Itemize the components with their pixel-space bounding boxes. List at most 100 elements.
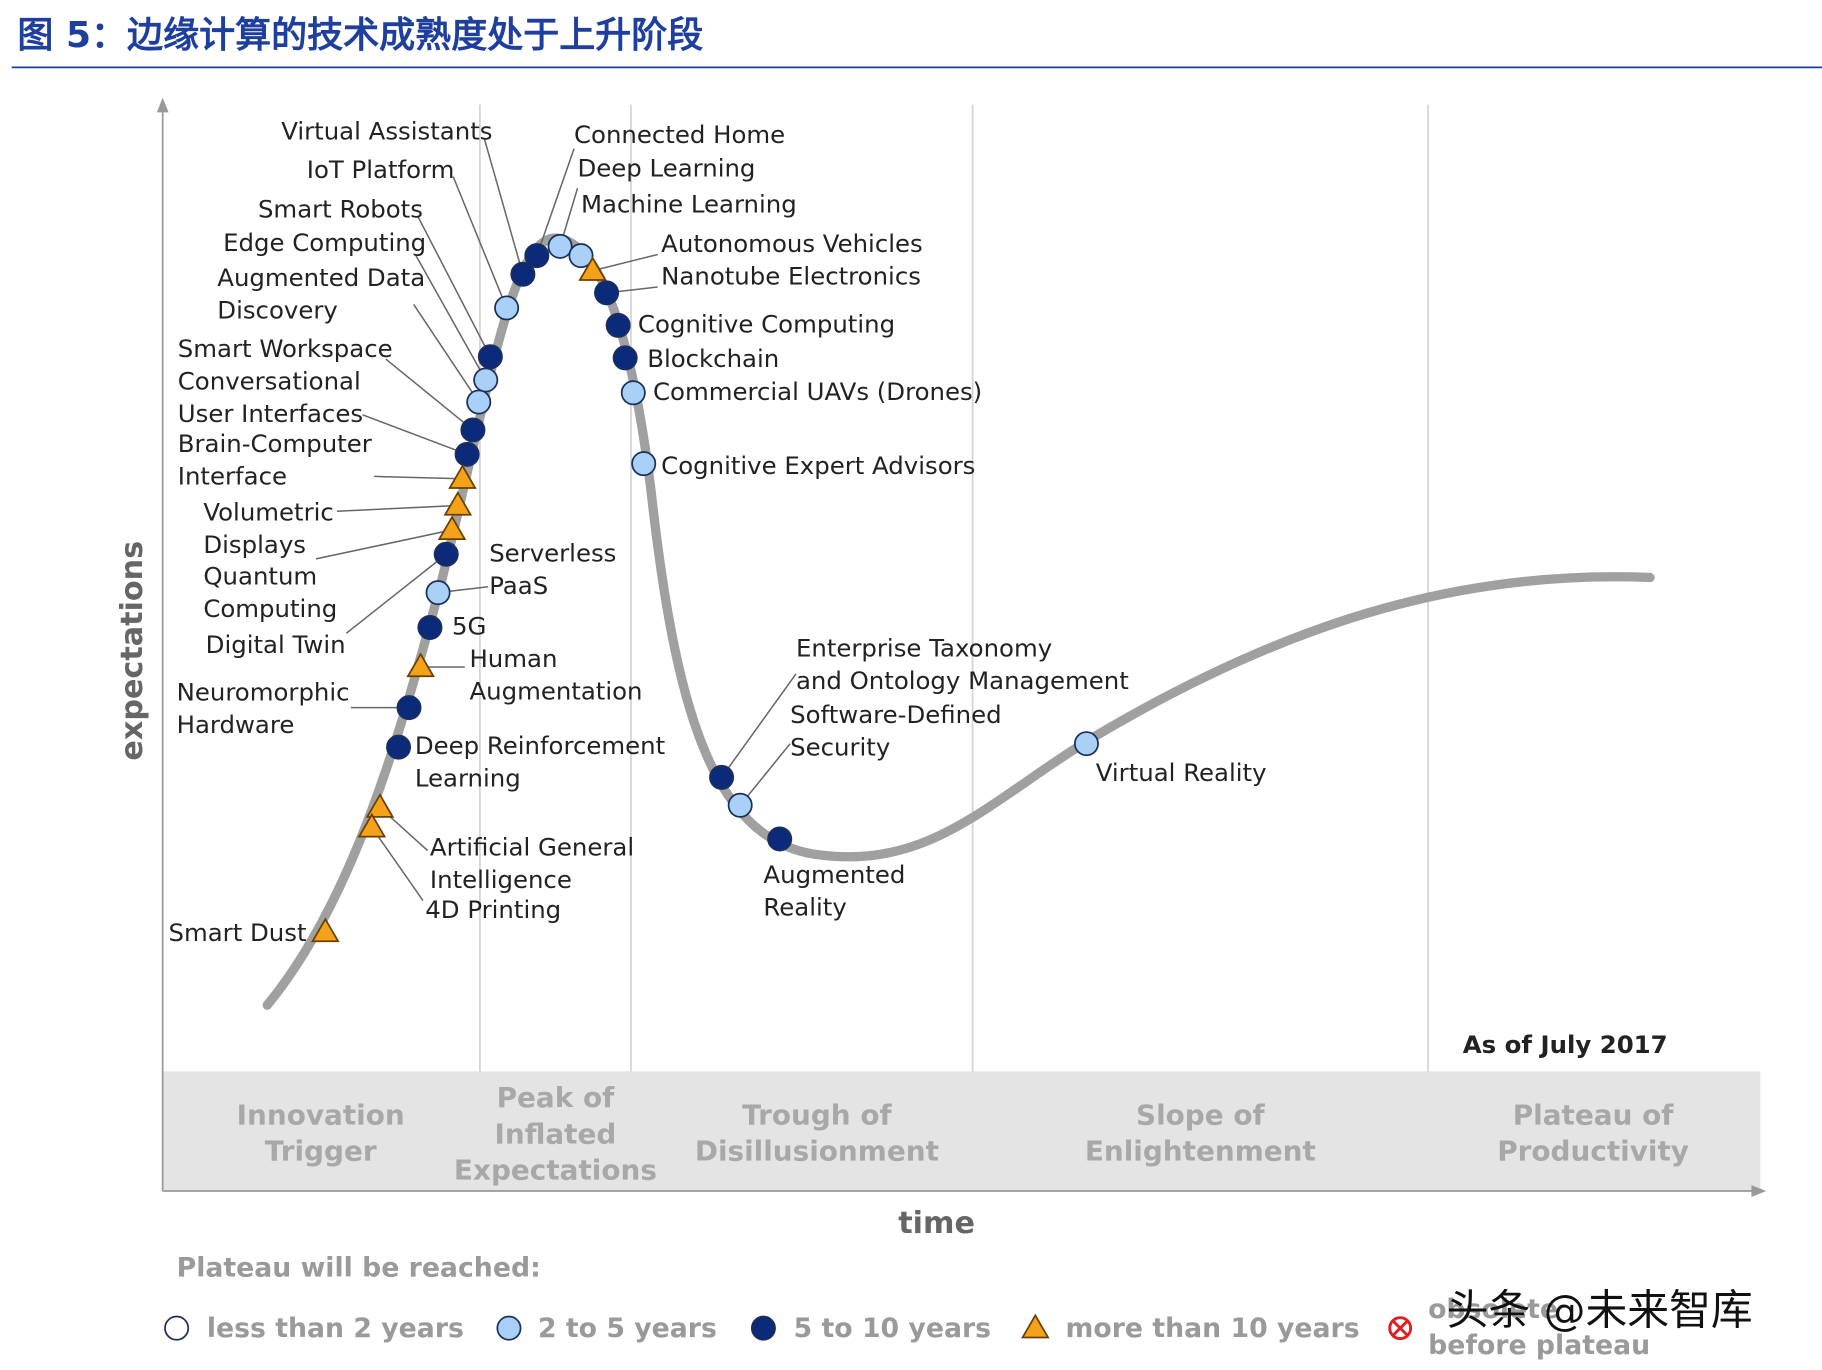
item-label: Conversational (178, 366, 361, 395)
marker-triangle (578, 256, 607, 281)
leader-line (385, 358, 474, 431)
leader-line (415, 255, 487, 381)
item-label: 4D Printing (425, 895, 561, 924)
item-label: Connected Home (574, 120, 785, 149)
phase-label: Productivity (1497, 1135, 1689, 1168)
leader-line (315, 529, 453, 560)
leader-line (483, 139, 524, 275)
item-label: Quantum (203, 562, 317, 591)
item-label: Cognitive Expert Advisors (661, 451, 975, 480)
marker-triangle (443, 490, 473, 516)
marker-dark (750, 1315, 776, 1341)
legend-title: Plateau will be reached: (177, 1252, 541, 1283)
marker-dark (460, 417, 486, 443)
leader-line (417, 216, 492, 358)
marker-triangle (365, 793, 395, 818)
date-note: As of July 2017 (1463, 1030, 1668, 1059)
item-label: Blockchain (647, 344, 779, 373)
item-label: Augmentation (469, 677, 642, 706)
item-label: Neuromorphic (177, 678, 350, 707)
marker-dark (417, 614, 443, 640)
marker-dark (524, 243, 550, 269)
item-label: Interface (178, 462, 287, 491)
item-label: Software-Defined (790, 700, 1001, 729)
leader-line (345, 553, 447, 634)
leader-line (362, 414, 468, 456)
phase-band (162, 1071, 1761, 1192)
legend-label: before plateau (1428, 1330, 1650, 1361)
item-label: Volumetric (203, 498, 333, 527)
phase-label: Disillusionment (695, 1135, 939, 1168)
marker-light (547, 233, 573, 259)
marker-obsolete (1388, 1316, 1413, 1341)
legend-label: 5 to 10 years (794, 1313, 991, 1344)
item-label: Machine Learning (581, 190, 797, 219)
marker-triangle (311, 917, 340, 943)
marker-dark (612, 345, 638, 371)
item-label: Smart Dust (168, 918, 306, 947)
marker-light (494, 295, 520, 321)
marker-light (631, 451, 657, 477)
phase-label: Trough of (742, 1099, 892, 1132)
marker-light (466, 389, 492, 415)
item-label: Augmented (763, 860, 905, 889)
phase-label: Plateau of (1513, 1099, 1675, 1132)
phase-label: Slope of (1136, 1099, 1265, 1132)
phase-label: Innovation (237, 1099, 405, 1132)
item-label: Smart Robots (258, 194, 423, 223)
marker-triangle (437, 515, 467, 541)
marker-open (164, 1315, 190, 1341)
item-label: User Interfaces (178, 399, 363, 428)
marker-light (473, 367, 499, 393)
marker-light (620, 380, 646, 406)
marker-triangle (1021, 1313, 1050, 1339)
item-label: Virtual Assistants (281, 116, 492, 145)
item-label: Intelligence (430, 865, 572, 894)
marker-light (1073, 731, 1099, 757)
phase-label: Peak of (497, 1081, 616, 1114)
leader-line (452, 176, 508, 309)
marker-dark (477, 344, 503, 370)
leader-line (374, 475, 463, 480)
item-label: Commercial UAVs (Drones) (653, 377, 982, 406)
item-label: Cognitive Computing (638, 309, 895, 338)
legend-label: less than 2 years (207, 1313, 464, 1344)
leader-line (371, 826, 424, 901)
marker-light (568, 243, 594, 269)
leader-line (536, 148, 575, 256)
item-label: Hardware (177, 710, 295, 739)
marker-triangle (357, 812, 387, 838)
marker-dark (767, 826, 793, 852)
leader-line (592, 253, 658, 272)
item-label: Deep Learning (578, 154, 756, 183)
marker-dark (433, 541, 459, 567)
marker-cross (1392, 1320, 1409, 1337)
leader-line (413, 304, 480, 403)
marker-dark (454, 441, 480, 467)
phase-label: Trigger (265, 1135, 377, 1168)
item-label: Virtual Reality (1096, 758, 1267, 787)
labels: Virtual Assistants IoT Platform Smart Robo… (168, 116, 1688, 1186)
marker-light (727, 792, 753, 818)
item-label: Brain-Computer (178, 429, 373, 458)
phase-label: Enlightenment (1085, 1135, 1316, 1168)
marker-ring (1388, 1316, 1413, 1341)
item-label: Digital Twin (206, 630, 346, 659)
item-label: Artificial General (430, 832, 634, 861)
item-label: Learning (415, 764, 521, 793)
legend-label: 2 to 5 years (538, 1313, 717, 1344)
y-axis-label: expectations (115, 541, 150, 761)
item-label: and Ontology Management (796, 666, 1129, 695)
item-label: Augmented Data (217, 263, 425, 292)
item-label: Deep Reinforcement (415, 731, 665, 760)
item-label: 5G (452, 611, 486, 640)
item-label: Displays (203, 530, 306, 559)
marker-light (425, 580, 451, 606)
item-label: Edge Computing (223, 228, 426, 257)
marker-dark (396, 695, 422, 721)
marker-light (496, 1315, 522, 1341)
legend-label: more than 10 years (1066, 1313, 1360, 1344)
phase-label: Inflated (494, 1117, 616, 1150)
axes (156, 97, 1767, 1197)
